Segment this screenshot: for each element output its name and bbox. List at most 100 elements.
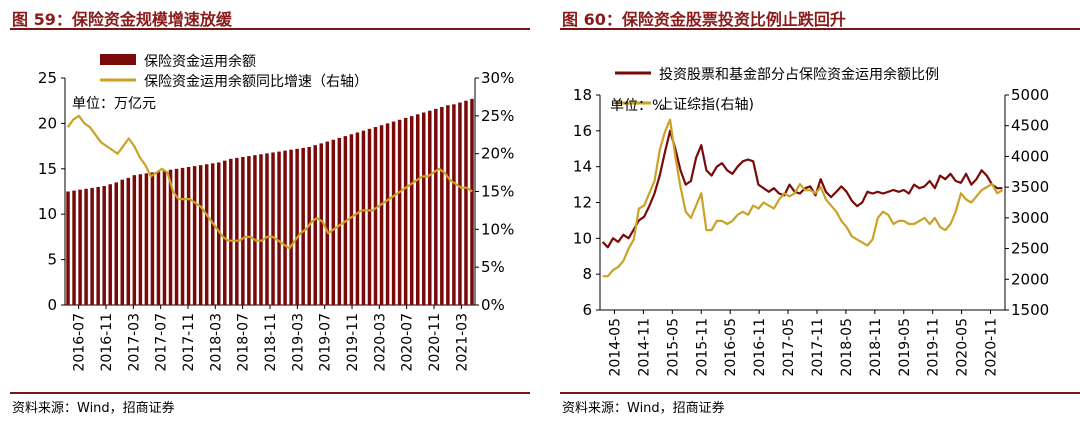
source-note: 资料来源：Wind，招商证券 (12, 401, 175, 416)
bar (331, 139, 336, 305)
x-tick-label: 2016-11 (99, 313, 115, 372)
right-tick-label: 1500 (1011, 301, 1049, 319)
x-tick-label: 2018-11 (263, 313, 279, 372)
unit-note: 单位：% (610, 98, 665, 114)
bar (162, 170, 167, 305)
series-line (601, 129, 1003, 249)
bar (217, 162, 221, 305)
x-tick-label: 2017-07 (154, 313, 170, 372)
bar (385, 123, 390, 306)
bar (174, 168, 179, 305)
left-tick-label: 10 (38, 205, 57, 223)
bar (253, 155, 257, 305)
source-rule (560, 392, 1080, 394)
x-tick-label: 2019-07 (318, 313, 334, 372)
bar (391, 121, 396, 305)
series-line (66, 114, 473, 250)
bar (403, 117, 408, 305)
figure-title: 图 60：保险资金股票投资比例止跌回升 (562, 10, 846, 29)
bar (271, 152, 275, 305)
left-tick-label: 8 (582, 265, 592, 283)
bar (204, 164, 209, 305)
bar (247, 156, 251, 305)
bar (186, 166, 191, 305)
legend-label: 上证综指(右轴) (659, 97, 754, 113)
x-tick-label: 2016-05 (723, 318, 739, 377)
bar (223, 160, 227, 305)
bar (313, 145, 317, 305)
bar (66, 191, 70, 305)
bar (168, 169, 173, 305)
bar (96, 186, 100, 305)
left-tick-label: 12 (573, 194, 592, 212)
chart-60: 6 8 10 12 14 16 18 1500 2000 2500 3000 3500 4000 4500… (573, 66, 1049, 377)
bar (452, 104, 456, 305)
bar (464, 100, 468, 305)
right-tick-label: 10% (481, 220, 514, 238)
bar (102, 186, 106, 305)
legend-label: 保险资金运用余额同比增速（右轴） (144, 73, 368, 90)
bar (114, 182, 118, 305)
x-tick-label: 2019-11 (926, 318, 942, 377)
right-tick-label: 15% (481, 183, 514, 201)
figure-title: 图 59：保险资金规模增速放缓 (12, 10, 232, 29)
right-tick-label: 4500 (1011, 117, 1049, 135)
bar (265, 153, 269, 305)
source-rule (10, 392, 530, 394)
right-tick-label: 2000 (1011, 270, 1049, 288)
bar (132, 175, 137, 305)
figure-60: 图 60：保险资金股票投资比例止跌回升 6 8 10 12 14 16 18 1500 2000… (550, 0, 1080, 423)
figure-59: 图 59：保险资金规模增速放缓 0 5 10 15 20 25 0% 5% 10% 15% 20% 2… (0, 0, 530, 423)
legend-swatch (100, 54, 136, 65)
bar (446, 105, 450, 306)
bar (409, 116, 414, 305)
bar (289, 149, 293, 305)
bar (325, 141, 330, 305)
bar (319, 143, 323, 305)
left-tick-label: 0 (47, 296, 57, 314)
bar (235, 157, 239, 305)
x-tick-label: 2014-05 (607, 318, 623, 377)
x-tick-label: 2017-11 (181, 313, 197, 372)
x-tick-label: 2019-11 (345, 313, 361, 372)
x-tick-label: 2018-05 (839, 318, 855, 377)
bar (349, 134, 354, 305)
bar (337, 137, 342, 305)
bar (229, 158, 233, 305)
x-tick-label: 2020-11 (984, 318, 1000, 377)
bar (367, 128, 372, 305)
right-tick-label: 0% (481, 296, 505, 314)
left-tick-label: 20 (38, 114, 57, 132)
series-line (602, 118, 1003, 278)
right-tick-label: 5000 (1011, 86, 1049, 104)
x-tick-label: 2017-05 (781, 318, 797, 377)
bar (361, 130, 366, 305)
bar (210, 163, 215, 305)
x-tick-label: 2018-03 (208, 313, 224, 372)
x-tick-label: 2018-11 (868, 318, 884, 377)
bar (295, 148, 299, 305)
left-tick-label: 15 (38, 160, 57, 178)
title-rule (10, 28, 530, 30)
unit-note: 单位：万亿元 (72, 96, 156, 112)
bar (355, 132, 360, 305)
bar (241, 157, 245, 305)
bar (301, 147, 305, 305)
bar (90, 187, 94, 305)
source-note: 资料来源：Wind，招商证券 (562, 401, 725, 416)
x-tick-label: 2015-05 (665, 318, 681, 377)
x-tick-label: 2016-11 (752, 318, 768, 377)
bar (144, 173, 149, 305)
x-tick-label: 2018-07 (236, 313, 252, 372)
bar (470, 98, 474, 305)
bar (120, 179, 125, 305)
legend-label: 保险资金运用余额 (144, 53, 256, 70)
bar (415, 114, 420, 305)
right-tick-label: 20% (481, 145, 514, 163)
bar (259, 154, 263, 305)
x-tick-label: 2015-11 (694, 318, 710, 377)
left-tick-label: 14 (573, 158, 592, 176)
right-tick-label: 2500 (1011, 240, 1049, 258)
x-tick-label: 2016-07 (72, 313, 88, 372)
x-tick-label: 2020-05 (955, 318, 971, 377)
